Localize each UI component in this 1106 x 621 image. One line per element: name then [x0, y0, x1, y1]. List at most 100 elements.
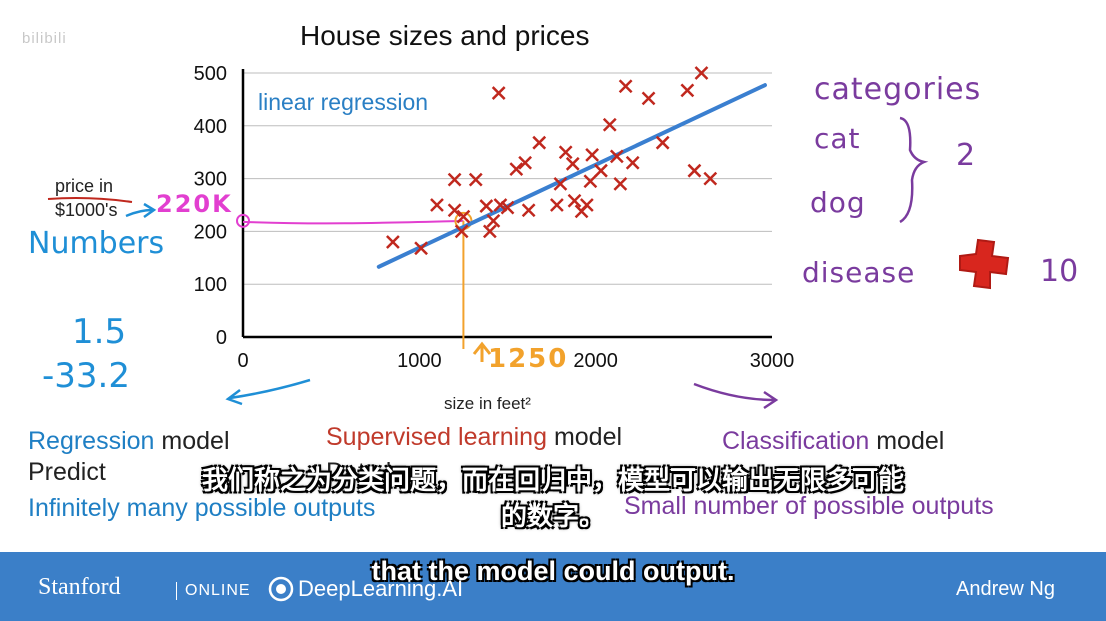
data-point — [583, 174, 598, 189]
english-subtitle: that the model could output. — [371, 556, 735, 586]
data-point — [447, 172, 462, 187]
hand-drawn-marks — [47, 116, 1010, 410]
data-point — [447, 203, 462, 218]
data-point — [618, 79, 633, 94]
data-point — [430, 198, 444, 212]
data-point — [518, 155, 533, 170]
y-axis-marker — [236, 213, 250, 228]
data-point — [486, 213, 501, 228]
data-point — [454, 224, 469, 239]
data-point — [594, 163, 608, 178]
data-point — [549, 198, 564, 212]
data-point — [491, 86, 506, 100]
arrow-to-220k — [125, 208, 153, 218]
data-point — [579, 198, 594, 212]
data-point — [500, 200, 515, 215]
regression-predict-text: Predict — [28, 458, 106, 486]
data-point — [509, 162, 524, 176]
y-tick-label: 400 — [194, 116, 227, 138]
series-label: linear regression — [258, 89, 429, 115]
axes — [241, 69, 772, 339]
disease-count: 10 — [1040, 254, 1079, 289]
model-word: model — [553, 423, 623, 451]
y-tick-label: 0 — [216, 327, 227, 349]
y-guide-line — [242, 219, 464, 225]
data-point — [694, 66, 709, 80]
underline-price — [47, 197, 133, 203]
y-tick-label: 500 — [194, 63, 227, 85]
annotation-lines — [236, 211, 473, 349]
classification-outputs-text: Small number of possible outputs — [624, 492, 994, 520]
deeplearning-logo-icon — [268, 576, 294, 602]
example-number-b: -33.2 — [42, 356, 130, 396]
data-point — [479, 199, 494, 213]
numbers-note: Numbers — [28, 226, 165, 261]
y-axis-label-line2: $1000's — [55, 200, 118, 220]
data-point — [385, 235, 400, 249]
x-axis-label: size in feet² — [444, 394, 531, 413]
chinese-subtitle-line1: 我们称之为分类问题，而在回归中，模型可以输出无限多可能 — [201, 465, 904, 495]
data-point — [558, 145, 573, 160]
data-point — [625, 155, 640, 170]
category-cat: cat — [814, 122, 861, 155]
y-tick-label: 100 — [194, 274, 227, 296]
data-point — [532, 135, 547, 150]
arrow-left-icon — [225, 378, 311, 406]
author-name: Andrew Ng — [956, 578, 1055, 600]
chinese-subtitle: 我们称之为分类问题，而在回归中，模型可以输出无限多可能 的数字。 — [0, 462, 1106, 534]
data-point — [655, 135, 670, 150]
watermark: bilibili — [22, 30, 67, 47]
regression-line-group — [376, 83, 767, 269]
data-points — [385, 66, 718, 256]
supervised-data-text: Data has — [326, 458, 427, 486]
data-point — [567, 193, 582, 208]
data-point — [703, 171, 718, 186]
x-tick-label: 2000 — [573, 350, 618, 372]
regression-model-heading: Regression model — [28, 427, 230, 456]
category-dog: dog — [810, 186, 866, 219]
data-point — [613, 176, 628, 191]
category-count: 2 — [956, 138, 976, 173]
x-tick-label: 0 — [237, 350, 248, 372]
brace-icon — [899, 116, 929, 224]
data-point — [468, 172, 483, 187]
categories-title: categories — [814, 72, 982, 107]
deeplearning-logo-text: DeepLearning.AI — [298, 576, 464, 601]
data-point — [602, 117, 617, 132]
red-cross-icon — [959, 238, 1010, 290]
data-point — [585, 147, 600, 162]
data-point — [414, 241, 428, 256]
data-point — [687, 163, 702, 178]
y-tick-label: 200 — [194, 221, 227, 243]
y-value-note: 220K — [156, 190, 233, 218]
chinese-subtitle-line2: 的数字。 — [500, 501, 605, 531]
regression-outputs-text: Infinitely many possible outputs — [28, 494, 376, 522]
arrow-right-icon — [693, 382, 779, 410]
regression-name: Regression — [28, 427, 155, 455]
model-word: model — [161, 427, 230, 455]
disease-label: disease — [802, 256, 916, 289]
y-axis-label-line1: price in — [55, 176, 114, 196]
tick-labels: 0 100 200 300 400 500 0 1000 2000 3000 — [194, 63, 795, 372]
data-point — [609, 149, 624, 164]
data-point — [521, 203, 536, 218]
regression-line — [376, 83, 767, 269]
data-point — [553, 176, 568, 191]
classification-model-heading: Classification model — [722, 427, 944, 456]
x-tick-label: 1000 — [397, 350, 442, 372]
footer-bar — [0, 552, 1106, 621]
supervised-model-heading: Supervised learning model — [326, 423, 622, 452]
data-point — [641, 91, 656, 106]
example-number-a: 1.5 — [72, 312, 127, 352]
arrow-head — [143, 202, 157, 219]
classification-name: Classification — [722, 427, 870, 455]
model-word: model — [876, 427, 945, 455]
grid-lines — [243, 72, 772, 285]
x-value-note: 1250 — [488, 344, 569, 374]
online-logo-text: ONLINE — [176, 582, 251, 600]
data-point — [565, 156, 580, 171]
data-point — [680, 83, 695, 98]
x-tick-label: 3000 — [750, 350, 795, 372]
data-point — [456, 209, 471, 224]
